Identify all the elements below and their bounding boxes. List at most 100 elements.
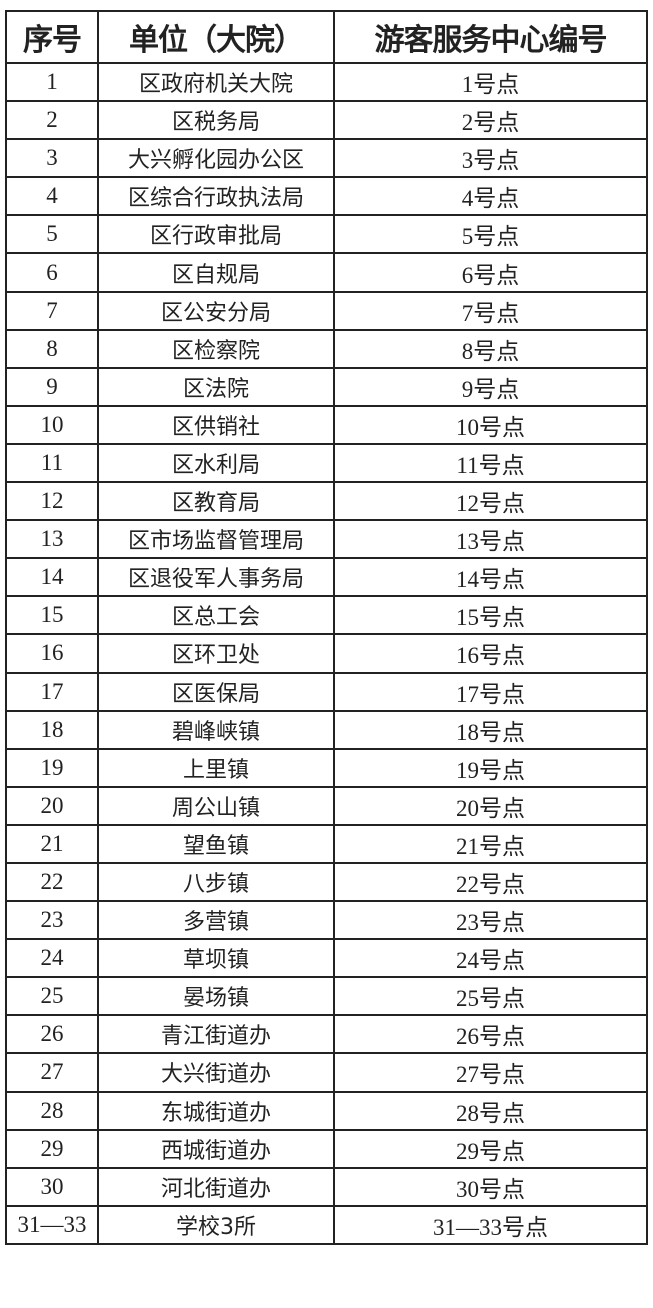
table-row: 29 西城街道办 29号点: [5, 1128, 648, 1169]
table-row: 15 区总工会 15号点: [5, 595, 648, 636]
header-center-code: 游客服务中心编号: [333, 10, 648, 64]
cell-center-code: 17号点: [333, 671, 648, 712]
cell-unit: 河北街道办: [97, 1166, 335, 1207]
cell-index: 24: [5, 938, 99, 979]
cell-index: 8: [5, 328, 99, 369]
cell-center-code: 20号点: [333, 785, 648, 826]
table-row: 3 大兴孵化园办公区 3号点: [5, 138, 648, 179]
cell-index: 23: [5, 900, 99, 941]
cell-center-code: 8号点: [333, 328, 648, 369]
table-row: 9 区法院 9号点: [5, 366, 648, 407]
cell-index: 20: [5, 785, 99, 826]
cell-unit: 区教育局: [97, 481, 335, 522]
cell-unit: 区公安分局: [97, 290, 335, 331]
cell-center-code: 21号点: [333, 823, 648, 864]
cell-index: 16: [5, 633, 99, 674]
cell-unit: 上里镇: [97, 747, 335, 788]
cell-unit: 晏场镇: [97, 976, 335, 1017]
table-row: 22 八步镇 22号点: [5, 861, 648, 903]
cell-center-code: 12号点: [333, 481, 648, 522]
table-row: 1 区政府机关大院 1号点: [5, 61, 648, 103]
cell-unit: 西城街道办: [97, 1128, 335, 1169]
cell-unit: 区水利局: [97, 442, 335, 484]
cell-center-code: 26号点: [333, 1014, 648, 1055]
table-row: 5 区行政审批局 5号点: [5, 214, 648, 255]
table-row: 31—33 学校3所 31—33号点: [5, 1204, 648, 1245]
cell-unit: 区市场监督管理局: [97, 519, 335, 560]
table-row: 8 区检察院 8号点: [5, 328, 648, 369]
table-row: 6 区自规局 6号点: [5, 252, 648, 293]
cell-center-code: 22号点: [333, 861, 648, 903]
table-row: 20 周公山镇 20号点: [5, 785, 648, 826]
table-row: 2 区税务局 2号点: [5, 100, 648, 141]
table-row: 12 区教育局 12号点: [5, 481, 648, 522]
table-row: 26 青江街道办 26号点: [5, 1014, 648, 1055]
cell-center-code: 16号点: [333, 633, 648, 674]
cell-unit: 多营镇: [97, 900, 335, 941]
table-row: 16 区环卫处 16号点: [5, 633, 648, 674]
table-row: 14 区退役军人事务局 14号点: [5, 557, 648, 598]
cell-unit: 周公山镇: [97, 785, 335, 826]
cell-unit: 区法院: [97, 366, 335, 407]
cell-center-code: 7号点: [333, 290, 648, 331]
cell-center-code: 31—33号点: [333, 1204, 648, 1245]
table-row: 18 碧峰峡镇 18号点: [5, 709, 648, 750]
cell-index: 18: [5, 709, 99, 750]
table-row: 25 晏场镇 25号点: [5, 976, 648, 1017]
cell-unit: 青江街道办: [97, 1014, 335, 1055]
cell-index: 13: [5, 519, 99, 560]
cell-unit: 碧峰峡镇: [97, 709, 335, 750]
header-index: 序号: [5, 10, 99, 64]
table-row: 17 区医保局 17号点: [5, 671, 648, 712]
cell-index: 25: [5, 976, 99, 1017]
cell-index: 29: [5, 1128, 99, 1169]
cell-index: 10: [5, 404, 99, 445]
cell-center-code: 30号点: [333, 1166, 648, 1207]
cell-index: 1: [5, 61, 99, 103]
cell-unit: 区总工会: [97, 595, 335, 636]
cell-index: 17: [5, 671, 99, 712]
table-row: 21 望鱼镇 21号点: [5, 823, 648, 864]
cell-index: 28: [5, 1090, 99, 1131]
cell-index: 19: [5, 747, 99, 788]
cell-index: 30: [5, 1166, 99, 1207]
cell-center-code: 23号点: [333, 900, 648, 941]
cell-center-code: 24号点: [333, 938, 648, 979]
table-row: 4 区综合行政执法局 4号点: [5, 176, 648, 217]
cell-center-code: 9号点: [333, 366, 648, 407]
cell-unit: 学校3所: [97, 1204, 335, 1245]
cell-center-code: 10号点: [333, 404, 648, 445]
cell-center-code: 13号点: [333, 519, 648, 560]
cell-unit: 区检察院: [97, 328, 335, 369]
cell-index: 2: [5, 100, 99, 141]
table-row: 30 河北街道办 30号点: [5, 1166, 648, 1207]
cell-center-code: 6号点: [333, 252, 648, 293]
cell-center-code: 29号点: [333, 1128, 648, 1169]
cell-center-code: 18号点: [333, 709, 648, 750]
cell-center-code: 1号点: [333, 61, 648, 103]
cell-index: 22: [5, 861, 99, 903]
cell-center-code: 3号点: [333, 138, 648, 179]
cell-index: 6: [5, 252, 99, 293]
table-row: 24 草坝镇 24号点: [5, 938, 648, 979]
cell-center-code: 4号点: [333, 176, 648, 217]
cell-center-code: 15号点: [333, 595, 648, 636]
cell-index: 31—33: [5, 1204, 99, 1245]
cell-index: 7: [5, 290, 99, 331]
cell-index: 26: [5, 1014, 99, 1055]
cell-center-code: 2号点: [333, 100, 648, 141]
service-center-table: 序号 单位（大院） 游客服务中心编号 1 区政府机关大院 1号点 2 区税务局 2号点 3 大…: [5, 10, 648, 1245]
cell-index: 21: [5, 823, 99, 864]
cell-unit: 区政府机关大院: [97, 61, 335, 103]
cell-unit: 区行政审批局: [97, 214, 335, 255]
cell-unit: 大兴孵化园办公区: [97, 138, 335, 179]
table-row: 10 区供销社 10号点: [5, 404, 648, 445]
cell-unit: 区自规局: [97, 252, 335, 293]
cell-index: 11: [5, 442, 99, 484]
table-row: 27 大兴街道办 27号点: [5, 1052, 648, 1093]
cell-index: 9: [5, 366, 99, 407]
cell-index: 12: [5, 481, 99, 522]
cell-unit: 大兴街道办: [97, 1052, 335, 1093]
table-row: 28 东城街道办 28号点: [5, 1090, 648, 1131]
cell-unit: 区税务局: [97, 100, 335, 141]
